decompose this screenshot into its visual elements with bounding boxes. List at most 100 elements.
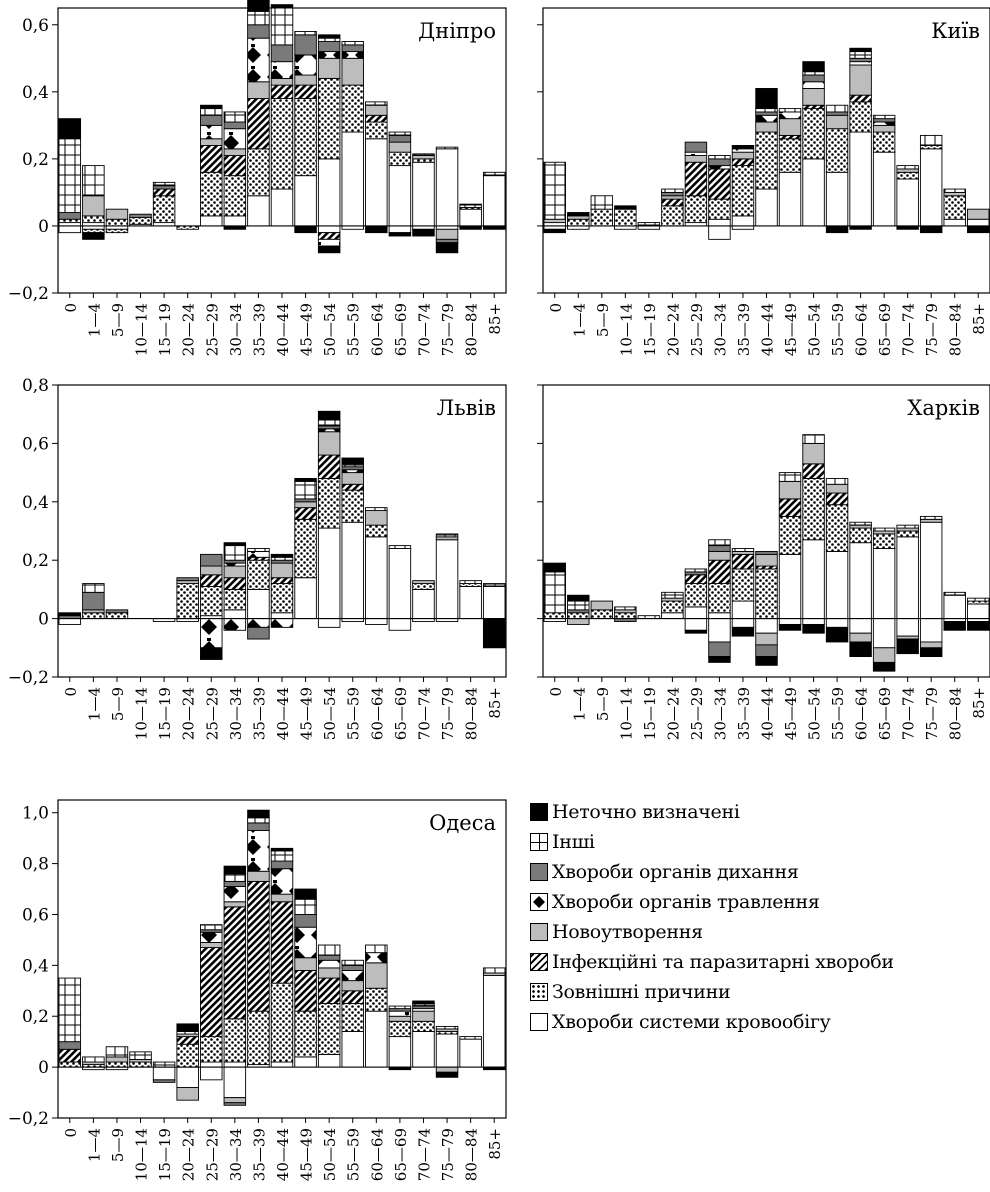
bar-segment-undefined — [270, 4, 294, 9]
bar-segment-neoplasms — [200, 138, 223, 146]
bar-segment-respiratory — [294, 34, 317, 56]
bar-segment-external — [684, 583, 708, 608]
bar-segment-respiratory — [200, 114, 223, 126]
x-tick-label: 85+ — [970, 303, 988, 335]
legend-swatch-hatch — [530, 953, 548, 971]
legend-item-circulatory: Хвороби системи кровообігу — [530, 1007, 894, 1037]
bar-segment-external — [825, 504, 849, 552]
bar-segment-external — [412, 1020, 435, 1032]
bar-segment-neoplasms — [802, 88, 825, 106]
bar-segment-undefined — [317, 245, 341, 254]
bar-segment-circulatory — [223, 215, 247, 227]
chart-panel: −0,2 0 0,2 0,4 0,6 0,8 0 1—4 5—9 10—14 15—19 20—24 2… — [8, 376, 507, 740]
bar-segment-circulatory — [200, 1061, 223, 1068]
bar-segment-undefined — [294, 888, 317, 900]
bar-segment-other — [459, 203, 482, 208]
bar-segment-circulatory — [825, 550, 849, 620]
legend-item-respiratory: Хвороби органів дихання — [530, 857, 894, 887]
bar-segment-neoplasms — [825, 483, 849, 494]
bar-segment-external — [778, 138, 802, 173]
bar-segment-respiratory — [129, 213, 152, 219]
bar-segment-external — [614, 612, 637, 620]
bar-segment-external — [388, 151, 412, 167]
bar-segment-neoplasms — [684, 155, 708, 163]
bar-segment-neoplasms — [849, 64, 872, 96]
bar-segment-neoplasms — [543, 218, 566, 224]
bar-segment-external — [105, 228, 129, 234]
bar-segment-neoplasms — [294, 957, 317, 971]
legend-label: Хвороби системи кровообігу — [552, 1011, 831, 1033]
bar-segment-circulatory — [317, 225, 341, 234]
x-tick-label: 35—39 — [735, 303, 753, 356]
bar-segment-neoplasms — [247, 81, 270, 99]
bar-segment-other — [82, 165, 105, 197]
legend-swatch-darkgray — [530, 863, 548, 881]
x-tick-label: 65—69 — [392, 687, 410, 740]
bar-segment-other — [919, 134, 943, 146]
bar-segment-neoplasms — [294, 74, 317, 86]
y-tick-label: 0,8 — [22, 376, 49, 396]
bar-segment-other — [200, 108, 223, 116]
bar-segment-circulatory — [708, 218, 731, 227]
bar-segment-digestive — [708, 165, 731, 170]
bar-segment-circulatory — [294, 175, 317, 227]
bar-segment-external — [731, 165, 755, 217]
x-tick-label: 1—4 — [570, 303, 588, 337]
bar-segment-undefined — [341, 457, 364, 465]
bar-segment-external — [223, 1018, 247, 1063]
bar-segment-circulatory — [896, 618, 919, 637]
x-tick-label: 30—34 — [227, 303, 245, 356]
bar-segment-respiratory — [317, 954, 341, 961]
x-tick-label: 5—9 — [109, 303, 127, 337]
bar-segment-infectious — [294, 969, 317, 1012]
bar-segment-digestive — [365, 952, 388, 964]
bar-segment-other — [82, 583, 105, 593]
bar-segment-circulatory — [684, 618, 708, 631]
bar-segment-circulatory — [247, 195, 270, 227]
bar-segment-external — [802, 477, 825, 541]
x-tick-label: 15—19 — [156, 687, 174, 740]
bar-segment-undefined — [412, 1000, 435, 1004]
bar-segment-circulatory — [731, 215, 755, 227]
bar-segment-digestive — [223, 128, 247, 150]
x-tick-label: 70—74 — [900, 687, 918, 740]
bar-segment-external — [849, 101, 872, 133]
bar-segment-other — [661, 188, 684, 193]
bar-segment-circulatory — [317, 158, 341, 227]
bar-segment-respiratory — [661, 191, 684, 197]
x-tick-label: 30—34 — [711, 687, 729, 740]
x-tick-label: 80—84 — [463, 1128, 481, 1181]
bar-segment-other — [614, 606, 637, 611]
bar-segment-neoplasms — [412, 155, 435, 160]
bar-segment-undefined — [919, 225, 943, 234]
x-tick-label: 50—54 — [806, 687, 824, 740]
bar-segment-neoplasms — [755, 121, 778, 133]
bar-segment-external — [412, 583, 435, 590]
x-tick-label: 60—64 — [853, 303, 871, 356]
bar-segment-respiratory — [388, 134, 412, 143]
y-tick-label: 0,4 — [22, 956, 49, 976]
bar-segment-external — [567, 218, 590, 227]
bar-segment-infectious — [825, 492, 849, 506]
bar-segment-infectious — [661, 198, 684, 207]
x-tick-label: 60—64 — [368, 303, 386, 356]
x-tick-label: 30—34 — [227, 687, 245, 740]
bar-segment-neoplasms — [270, 77, 294, 86]
bar-segment-respiratory — [755, 644, 778, 658]
chart-panel: 0 1—4 5—9 10—14 15—19 20—24 25—29 30—34 35—39 40—… — [537, 7, 990, 356]
bar-segment-neoplasms — [872, 647, 896, 663]
x-tick-label: 35—39 — [250, 687, 268, 740]
bar-segment-external — [247, 1010, 270, 1066]
legend-item-neoplasms: Новоутворення — [530, 917, 894, 947]
bar-segment-circulatory — [388, 165, 412, 227]
bar-segment-circulatory — [341, 131, 364, 227]
bar-segment-digestive — [270, 618, 294, 628]
x-tick-label: 55—59 — [345, 303, 363, 356]
bar-segment-neoplasms — [919, 641, 943, 649]
bar-segment-circulatory — [967, 603, 990, 620]
legend-item-other: Інші — [530, 827, 894, 857]
legend-item-infectious: Інфекційні та паразитарні хвороби — [530, 947, 894, 977]
bar-segment-digestive — [317, 51, 341, 59]
bar-segment-circulatory — [731, 600, 755, 620]
bar-segment-neoplasms — [943, 191, 966, 197]
